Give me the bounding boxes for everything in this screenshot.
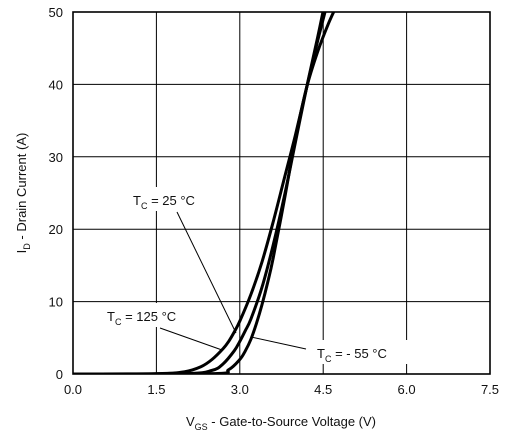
y-tick-label: 50 (49, 5, 63, 20)
annotation-minus55c-text: TC = - 55 °C (317, 346, 387, 364)
annotation-25c-main: T (133, 193, 141, 208)
series-line-minus55c (73, 12, 336, 374)
annotation-25c: TC = 25 °C (128, 187, 237, 334)
annotation-125c-bg (102, 303, 198, 327)
annotation-minus55c-sub: C (325, 354, 332, 364)
x-tick-label: 7.5 (481, 382, 499, 397)
y-axis-title-rest: - Drain Current (A) (14, 133, 29, 244)
annotation-25c-bg (128, 187, 218, 211)
y-tick-label: 40 (49, 77, 63, 92)
y-axis-title-main: I (14, 250, 29, 254)
y-axis-title-sub: D (22, 243, 32, 250)
grid (73, 12, 490, 374)
x-axis-title-main: V (186, 414, 195, 429)
y-tick-label: 10 (49, 295, 63, 310)
annotation-25c-sub: C (141, 201, 148, 211)
x-tick-label: 1.5 (147, 382, 165, 397)
y-tick-label: 0 (56, 367, 63, 382)
x-axis-title-sub: GS (195, 422, 208, 432)
annotation-minus55c-bg (312, 340, 412, 364)
curves (73, 12, 336, 374)
annotation-125c-sub: C (115, 317, 122, 327)
y-tick-label: 30 (49, 150, 63, 165)
y-axis-title: ID - Drain Current (A) (14, 133, 32, 254)
x-tick-label: 0.0 (64, 382, 82, 397)
tick-labels: 0.0 1.5 3.0 4.5 6.0 7.5 0 10 20 30 40 50 (49, 5, 500, 397)
annotation-minus55c-leader (250, 336, 307, 350)
plot-frame (72, 11, 491, 375)
x-axis-title: VGS - Gate-to-Source Voltage (V) (186, 414, 376, 432)
x-tick-label: 3.0 (231, 382, 249, 397)
annotation-25c-rest: = 25 °C (147, 193, 194, 208)
y-tick-label: 20 (49, 222, 63, 237)
x-tick-label: 4.5 (314, 382, 332, 397)
annotation-minus55c: TC = - 55 °C (250, 336, 412, 364)
annotation-125c-text: TC = 125 °C (107, 309, 176, 327)
annotation-125c-rest: = 125 °C (121, 309, 176, 324)
annotation-25c-leader (176, 211, 237, 334)
annotation-25c-text: TC = 25 °C (133, 193, 195, 211)
x-axis-title-rest: - Gate-to-Source Voltage (V) (208, 414, 376, 429)
annotation-125c-main: T (107, 309, 115, 324)
annotation-125c: TC = 125 °C (102, 303, 223, 351)
annotation-125c-leader (159, 327, 223, 351)
x-tick-label: 6.0 (398, 382, 416, 397)
annotation-minus55c-main: T (317, 346, 325, 361)
annotation-minus55c-rest: = - 55 °C (331, 346, 386, 361)
